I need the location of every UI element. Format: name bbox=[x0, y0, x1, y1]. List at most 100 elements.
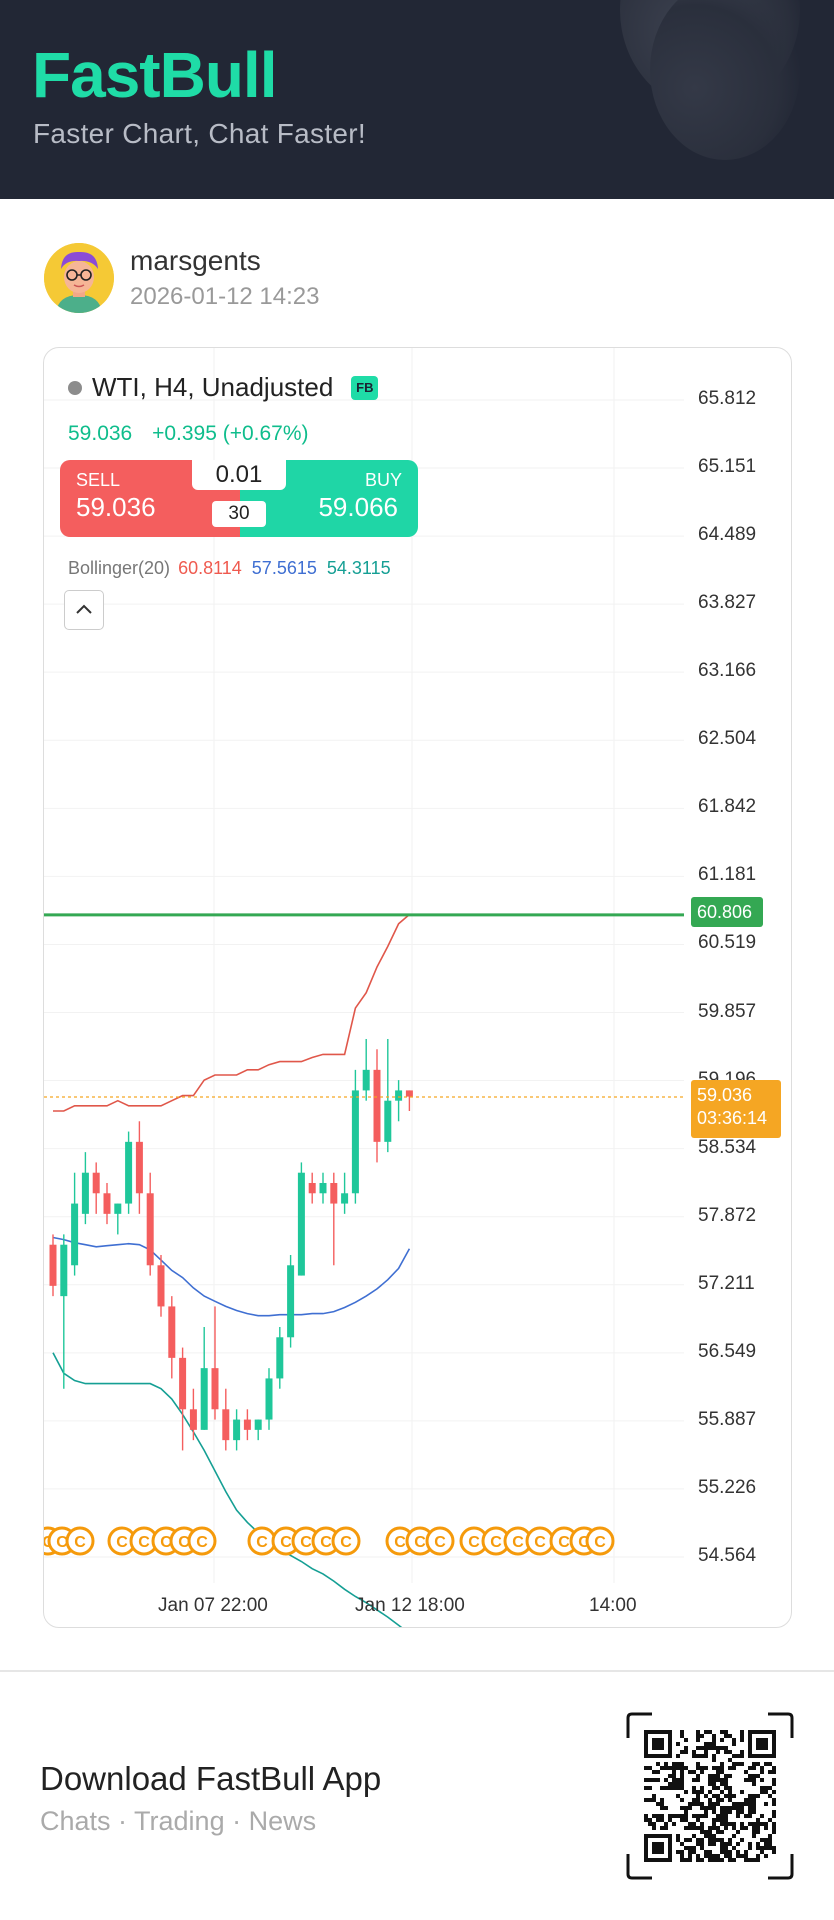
event-marker-glyph: C bbox=[394, 1534, 406, 1551]
download-subtitle: Chats · Trading · News bbox=[40, 1806, 317, 1836]
candle-body bbox=[341, 1193, 349, 1204]
candle-body bbox=[211, 1368, 219, 1410]
brand-tagline: Faster Chart, Chat Faster! bbox=[33, 118, 367, 149]
candle-body bbox=[60, 1244, 68, 1297]
chart-card[interactable]: CCCCCCCCCCCCCCCCCCCCCCC WTI, H4, Unadjus… bbox=[43, 347, 792, 1628]
y-tick-label: 63.166 bbox=[698, 660, 757, 682]
x-tick-label: Jan 07 22:00 bbox=[158, 1595, 268, 1616]
candle-body bbox=[276, 1337, 284, 1379]
sell-price: 59.036 bbox=[76, 492, 156, 522]
trade-panel: SELL 59.036 BUY 59.066 0.01 30 bbox=[60, 460, 418, 537]
chevron-up-icon bbox=[76, 604, 92, 614]
candle-body bbox=[362, 1069, 370, 1091]
buy-label: BUY bbox=[364, 470, 402, 490]
candle-body bbox=[146, 1193, 154, 1266]
last-price: 59.036 bbox=[68, 422, 133, 445]
candle-body bbox=[319, 1182, 327, 1194]
event-marker-glyph: C bbox=[340, 1534, 352, 1551]
spread-value: 30 bbox=[212, 501, 266, 527]
candle-body bbox=[157, 1265, 165, 1307]
event-marker-glyph: C bbox=[56, 1534, 68, 1551]
candle-body bbox=[71, 1203, 79, 1266]
y-tick-label: 63.827 bbox=[698, 592, 757, 614]
event-marker-glyph: C bbox=[196, 1534, 208, 1551]
price-change: +0.395 (+0.67%) bbox=[152, 422, 309, 445]
current-price-value: 59.036 bbox=[697, 1085, 753, 1105]
buy-button[interactable]: BUY 59.066 bbox=[240, 460, 418, 537]
quote-line: 59.036 +0.395 (+0.67%) bbox=[68, 422, 323, 446]
candle-body bbox=[179, 1357, 187, 1410]
candle-body bbox=[92, 1172, 100, 1194]
event-marker-glyph: C bbox=[178, 1534, 190, 1551]
upper-band-value: 60.8114 bbox=[178, 558, 242, 578]
event-marker-icon bbox=[331, 1526, 361, 1556]
candle-body bbox=[384, 1100, 392, 1142]
y-tick-label: 61.842 bbox=[698, 796, 757, 818]
y-tick-label: 57.211 bbox=[698, 1272, 755, 1294]
indicator-name: Bollinger(20) bbox=[68, 558, 171, 578]
candle-body bbox=[103, 1193, 111, 1214]
candle-body bbox=[254, 1419, 262, 1430]
y-tick-label: 55.887 bbox=[698, 1408, 757, 1430]
lot-size-input[interactable]: 0.01 bbox=[192, 460, 286, 490]
qr-code[interactable] bbox=[626, 1712, 794, 1880]
event-marker-glyph: C bbox=[414, 1534, 426, 1551]
event-marker-glyph: C bbox=[594, 1534, 606, 1551]
y-tick-label: 59.857 bbox=[698, 1000, 757, 1022]
candle-body bbox=[81, 1172, 89, 1214]
y-tick-label: 65.812 bbox=[698, 388, 757, 409]
buy-price: 59.066 bbox=[318, 492, 398, 522]
price-chart[interactable]: CCCCCCCCCCCCCCCCCCCCCCC bbox=[44, 348, 791, 1627]
y-tick-label: 58.534 bbox=[698, 1136, 757, 1158]
candle-body bbox=[49, 1244, 57, 1286]
event-marker-icon bbox=[425, 1526, 455, 1556]
candle-body bbox=[222, 1409, 230, 1441]
bollinger-legend: Bollinger(20) 60.8114 57.5615 54.3115 bbox=[68, 558, 391, 579]
event-marker-glyph: C bbox=[512, 1534, 524, 1551]
qr-code-icon bbox=[626, 1712, 794, 1880]
event-marker-glyph: C bbox=[490, 1534, 502, 1551]
event-marker-glyph: C bbox=[534, 1534, 546, 1551]
bollinger-upper-band bbox=[53, 913, 410, 1112]
candle-body bbox=[114, 1203, 122, 1214]
candle-body bbox=[189, 1409, 197, 1430]
section-divider bbox=[0, 1670, 834, 1672]
event-marker-icon bbox=[187, 1526, 217, 1556]
download-title[interactable]: Download FastBull App bbox=[40, 1760, 382, 1797]
symbol-header: WTI, H4, Unadjusted FB bbox=[68, 372, 379, 403]
candle-body bbox=[168, 1306, 176, 1358]
candle-body bbox=[243, 1419, 251, 1430]
sell-label: SELL bbox=[76, 470, 121, 490]
event-marker-glyph: C bbox=[74, 1534, 86, 1551]
decorative-orb bbox=[650, 0, 800, 160]
candle-body bbox=[395, 1090, 403, 1101]
candle-body bbox=[265, 1378, 273, 1420]
candle-body bbox=[351, 1090, 359, 1194]
event-marker-glyph: C bbox=[160, 1534, 172, 1551]
y-tick-label: 62.504 bbox=[698, 728, 757, 750]
y-tick-label: 64.489 bbox=[698, 524, 757, 546]
candle-body bbox=[125, 1141, 133, 1204]
middle-band-value: 57.5615 bbox=[251, 558, 317, 578]
event-marker-glyph: C bbox=[116, 1534, 128, 1551]
candle-body bbox=[405, 1090, 413, 1097]
y-tick-label: 54.564 bbox=[698, 1545, 757, 1566]
horizontal-line-tag: 60.806 bbox=[691, 897, 763, 927]
x-tick-label: Jan 12 18:00 bbox=[355, 1595, 465, 1616]
candle-body bbox=[373, 1069, 381, 1142]
event-marker-glyph: C bbox=[320, 1534, 332, 1551]
lower-band-value: 54.3115 bbox=[326, 558, 391, 578]
y-tick-label: 57.872 bbox=[698, 1204, 757, 1226]
event-marker-glyph: C bbox=[138, 1534, 150, 1551]
current-price-tag: 59.036 03:36:14 bbox=[691, 1080, 781, 1138]
x-tick-label: 14:00 bbox=[589, 1595, 637, 1616]
status-dot bbox=[68, 380, 82, 395]
y-tick-label: 65.151 bbox=[698, 455, 757, 477]
collapse-button[interactable] bbox=[64, 590, 104, 630]
candle-body bbox=[135, 1141, 143, 1194]
brand-logo: FastBull bbox=[32, 39, 277, 111]
username[interactable]: marsgents bbox=[130, 245, 261, 276]
event-marker-glyph: C bbox=[558, 1534, 570, 1551]
bollinger-middle-band bbox=[52, 1236, 411, 1317]
avatar[interactable] bbox=[44, 243, 114, 313]
